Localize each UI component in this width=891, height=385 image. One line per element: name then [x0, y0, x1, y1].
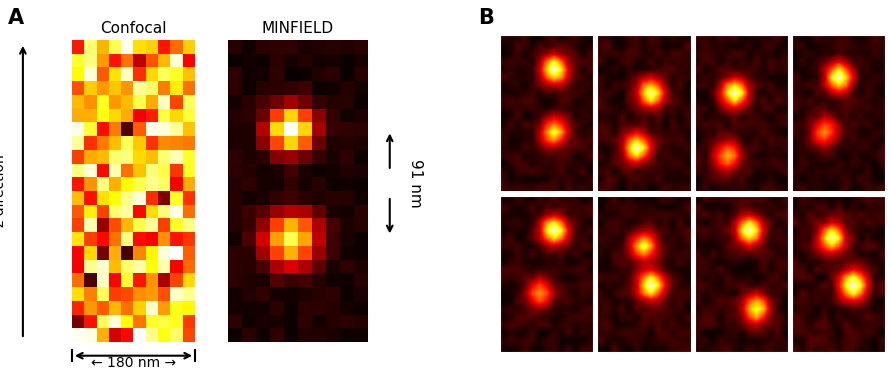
Text: MINFIELD: MINFIELD: [262, 21, 334, 36]
Text: B: B: [478, 8, 494, 28]
Text: Confocal: Confocal: [101, 21, 167, 36]
Text: A: A: [8, 8, 24, 28]
Text: 91 nm: 91 nm: [408, 159, 423, 208]
Text: ← 180 nm →: ← 180 nm →: [91, 356, 176, 370]
Text: z direction: z direction: [0, 155, 7, 228]
